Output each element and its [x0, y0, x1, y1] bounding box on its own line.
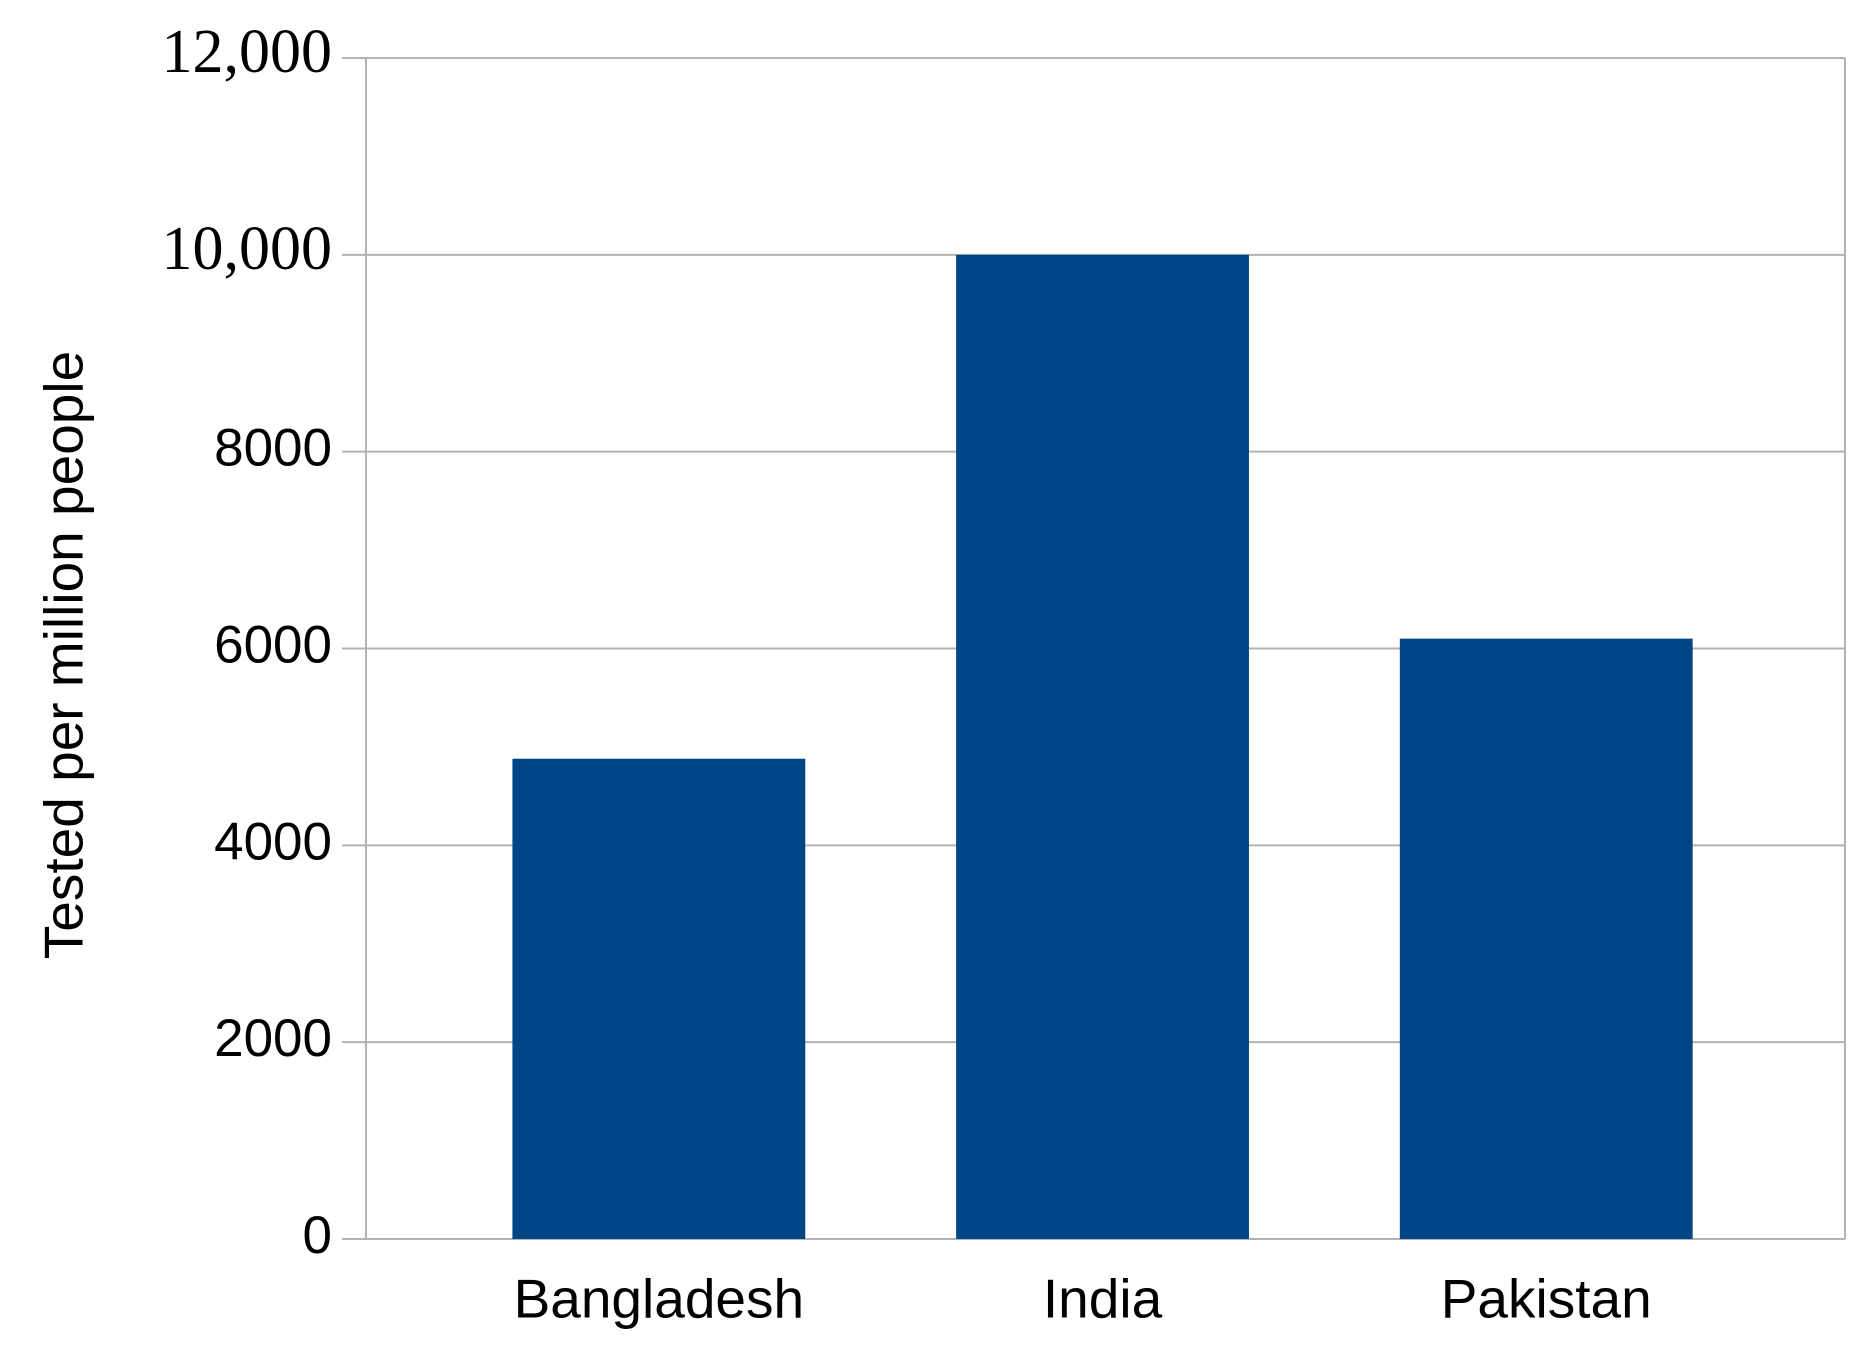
y-axis-title: Tested per million people: [33, 351, 95, 959]
y-tick-label: 10,000: [162, 215, 333, 283]
bar: [956, 254, 1249, 1240]
bar: [512, 758, 806, 1239]
y-tick-label: 6000: [214, 616, 332, 675]
x-tick-label: Pakistan: [1441, 1268, 1652, 1330]
x-tick-label: India: [1043, 1268, 1163, 1330]
bar: [1399, 638, 1693, 1239]
y-tick-label: 4000: [214, 812, 332, 871]
y-tick-label: 0: [303, 1206, 332, 1265]
y-tick-label: 8000: [214, 419, 332, 478]
y-tick-label: 12,000: [162, 18, 333, 86]
y-tick-label: 2000: [214, 1009, 332, 1068]
x-tick-label: Bangladesh: [514, 1268, 805, 1330]
